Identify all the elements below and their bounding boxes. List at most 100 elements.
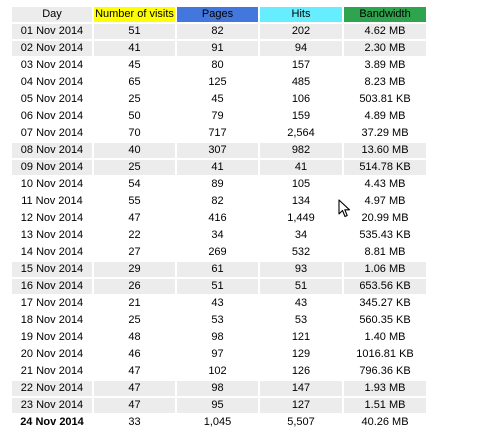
bandwidth-cell: 20.99 MB [361, 212, 409, 224]
bandwidth-cell: 1016.81 KB [356, 348, 414, 360]
visits-cell: 27 [128, 246, 141, 258]
visits-cell: 33 [128, 416, 141, 428]
day-cell: 22 Nov 2014 [12, 381, 92, 396]
pages-cell: 98 [211, 331, 224, 343]
day-cell: 04 Nov 2014 [20, 76, 84, 88]
bandwidth-cell: 560.35 KB [359, 314, 411, 326]
table-row: 01 Nov 2014 51 82 202 4.62 MB [12, 24, 426, 39]
visits-cell: 51 [94, 24, 175, 39]
hits-cell: 127 [260, 398, 342, 413]
day-cell: 02 Nov 2014 [12, 41, 92, 56]
visits-cell: 29 [94, 262, 175, 277]
bandwidth-cell: 8.81 MB [364, 246, 406, 258]
table-row: 11 Nov 2014 55 82 134 4.97 MB [12, 194, 426, 209]
table-row: 08 Nov 2014 40 307 982 13.60 MB [12, 143, 426, 158]
hits-cell: 2,564 [287, 127, 315, 139]
hits-cell: 5,507 [287, 416, 315, 428]
mouse-pointer-icon [338, 199, 351, 218]
table-row: 20 Nov 2014 46 97 129 1016.81 KB [12, 347, 426, 362]
day-cell: 12 Nov 2014 [20, 212, 84, 224]
header-day: Day [12, 7, 92, 22]
visits-cell: 47 [128, 365, 141, 377]
day-cell: 19 Nov 2014 [20, 331, 84, 343]
pages-cell: 307 [177, 143, 258, 158]
day-cell: 17 Nov 2014 [20, 297, 84, 309]
visits-cell: 21 [128, 297, 141, 309]
hits-cell: 147 [260, 381, 342, 396]
pages-cell: 80 [211, 59, 224, 71]
table-row: 21 Nov 2014 47 102 126 796.36 KB [12, 364, 426, 379]
bandwidth-cell: 2.30 MB [344, 41, 426, 56]
table-row: 15 Nov 2014 29 61 93 1.06 MB [12, 262, 426, 277]
bandwidth-cell: 796.36 KB [359, 365, 411, 377]
hits-cell: 34 [294, 229, 308, 241]
header-bandwidth: Bandwidth [344, 7, 426, 22]
pages-cell: 1,045 [203, 416, 232, 428]
bandwidth-cell: 4.89 MB [364, 110, 406, 122]
bandwidth-cell: 13.60 MB [344, 143, 426, 158]
table-row: 19 Nov 2014 48 98 121 1.40 MB [12, 330, 426, 345]
bandwidth-cell: 503.81 KB [359, 93, 411, 105]
hits-cell: 202 [260, 24, 342, 39]
pages-cell: 717 [208, 127, 227, 139]
header-row: Day Number of visits Pages Hits Bandwidt… [12, 7, 426, 22]
hits-cell: 94 [260, 41, 342, 56]
hits-cell: 157 [291, 59, 311, 71]
day-cell: 11 Nov 2014 [21, 195, 83, 207]
visits-cell: 25 [128, 93, 141, 105]
pages-cell: 95 [177, 398, 258, 413]
visits-cell: 47 [128, 212, 141, 224]
day-cell: 20 Nov 2014 [20, 348, 84, 360]
pages-cell: 82 [177, 24, 258, 39]
hits-cell: 485 [291, 76, 311, 88]
pages-cell: 269 [208, 246, 227, 258]
bandwidth-cell: 1.06 MB [344, 262, 426, 277]
hits-cell: 121 [291, 331, 311, 343]
pages-cell: 79 [211, 110, 224, 122]
visits-cell: 25 [94, 160, 175, 175]
day-cell: 05 Nov 2014 [20, 93, 84, 105]
table-row: 17 Nov 2014 21 43 43 345.27 KB [12, 296, 426, 311]
table-row: 03 Nov 2014 45 80 157 3.89 MB [12, 58, 426, 73]
pages-cell: 89 [211, 178, 224, 190]
visits-cell: 55 [128, 195, 141, 207]
day-cell: 16 Nov 2014 [12, 279, 92, 294]
day-cell: 24 Nov 2014 [20, 416, 84, 428]
table-row: 16 Nov 2014 26 51 51 653.56 KB [12, 279, 426, 294]
hits-cell: 532 [291, 246, 311, 258]
table-row: 12 Nov 2014 47 416 1,449 20.99 MB [12, 211, 426, 226]
day-cell: 07 Nov 2014 [20, 127, 84, 139]
table-row: 02 Nov 2014 41 91 94 2.30 MB [12, 41, 426, 56]
table-row: 10 Nov 2014 54 89 105 4.43 MB [12, 177, 426, 192]
table-row: 06 Nov 2014 50 79 159 4.89 MB [12, 109, 426, 124]
daily-stats-table: Day Number of visits Pages Hits Bandwidt… [10, 5, 428, 432]
table-row: 04 Nov 2014 65 125 485 8.23 MB [12, 75, 426, 90]
pages-cell: 125 [208, 76, 227, 88]
bandwidth-cell: 40.26 MB [361, 416, 409, 428]
table-row: 23 Nov 2014 47 95 127 1.51 MB [12, 398, 426, 413]
pages-cell: 51 [177, 279, 258, 294]
hits-cell: 159 [291, 110, 311, 122]
hits-cell: 982 [260, 143, 342, 158]
day-cell: 01 Nov 2014 [12, 24, 92, 39]
day-cell: 18 Nov 2014 [20, 314, 84, 326]
pages-cell: 97 [211, 348, 224, 360]
header-visits: Number of visits [94, 7, 175, 22]
visits-cell: 25 [128, 314, 141, 326]
visits-cell: 47 [94, 398, 175, 413]
hits-cell: 43 [294, 297, 308, 309]
visits-cell: 48 [128, 331, 141, 343]
table-row: 22 Nov 2014 47 98 147 1.93 MB [12, 381, 426, 396]
header-pages: Pages [177, 7, 258, 22]
pages-cell: 91 [177, 41, 258, 56]
hits-cell: 129 [291, 348, 311, 360]
pages-cell: 82 [211, 195, 224, 207]
hits-cell: 126 [291, 365, 311, 377]
bandwidth-cell: 8.23 MB [364, 76, 406, 88]
visits-cell: 50 [128, 110, 141, 122]
hits-cell: 106 [291, 93, 311, 105]
hits-cell: 93 [260, 262, 342, 277]
visits-cell: 40 [94, 143, 175, 158]
day-cell: 14 Nov 2014 [20, 246, 84, 258]
table-row: 09 Nov 2014 25 41 41 514.78 KB [12, 160, 426, 175]
